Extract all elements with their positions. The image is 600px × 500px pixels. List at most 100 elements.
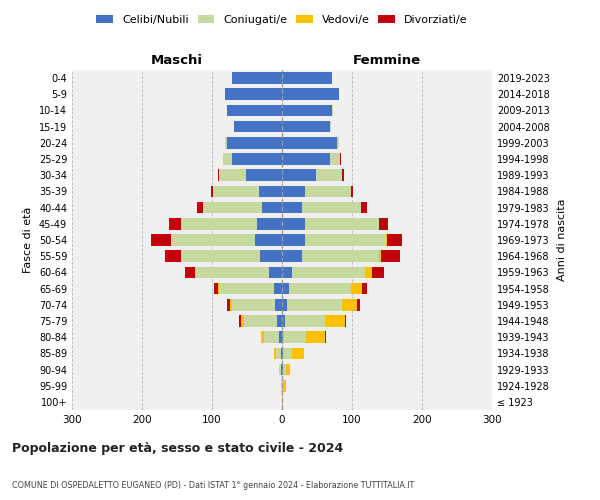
Bar (379, 218, 388, 230)
Bar (195, 266, 196, 278)
Bar (171, 234, 172, 246)
Bar (227, 299, 229, 310)
Bar (203, 202, 262, 213)
Bar (181, 250, 260, 262)
Bar (329, 153, 340, 165)
Bar (282, 202, 302, 213)
Bar (283, 380, 286, 392)
Bar (282, 72, 332, 84)
Y-axis label: Anni di nascita: Anni di nascita (557, 198, 566, 281)
Bar (292, 266, 365, 278)
Bar (279, 364, 281, 376)
Bar (275, 299, 282, 310)
Bar (282, 315, 285, 327)
Bar (302, 202, 361, 213)
Bar (285, 315, 325, 327)
Bar (325, 315, 345, 327)
Bar (218, 282, 219, 294)
Bar (341, 299, 357, 310)
Bar (169, 218, 181, 230)
Bar (292, 348, 304, 359)
Bar (282, 153, 329, 165)
Bar (282, 364, 283, 376)
Bar (219, 282, 274, 294)
Bar (282, 137, 337, 148)
Bar (227, 104, 282, 117)
Bar (282, 88, 340, 100)
Bar (350, 186, 353, 198)
Bar (345, 315, 346, 327)
Bar (382, 250, 400, 262)
Bar (282, 282, 289, 294)
Bar (151, 234, 170, 246)
Bar (379, 250, 382, 262)
Bar (281, 348, 282, 359)
Bar (219, 170, 245, 181)
Bar (325, 332, 326, 343)
Legend: Celibi/Nubili, Coniugati/e, Vedovi/e, Divorziatì/e: Celibi/Nubili, Coniugati/e, Vedovi/e, Di… (92, 10, 472, 29)
Bar (329, 121, 331, 132)
Bar (234, 121, 235, 132)
Bar (371, 266, 384, 278)
Bar (181, 218, 257, 230)
Bar (196, 266, 269, 278)
Bar (282, 186, 305, 198)
Bar (257, 218, 282, 230)
Bar (259, 186, 282, 198)
Bar (305, 218, 379, 230)
Bar (283, 364, 286, 376)
Bar (340, 153, 341, 165)
Bar (289, 282, 350, 294)
Bar (256, 234, 282, 246)
Bar (232, 72, 282, 84)
Bar (386, 234, 387, 246)
Bar (260, 250, 282, 262)
Bar (362, 282, 367, 294)
Bar (218, 170, 219, 181)
Bar (214, 186, 259, 198)
Bar (387, 234, 403, 246)
Bar (224, 137, 227, 148)
Bar (276, 348, 281, 359)
Bar (282, 121, 329, 132)
Bar (306, 332, 325, 343)
Bar (264, 332, 279, 343)
Bar (283, 332, 306, 343)
Bar (229, 299, 232, 310)
Bar (281, 364, 282, 376)
Text: COMUNE DI OSPEDALETTO EUGANEO (PD) - Dati ISTAT 1° gennaio 2024 - Elaborazione T: COMUNE DI OSPEDALETTO EUGANEO (PD) - Dat… (12, 481, 414, 490)
Bar (365, 266, 371, 278)
Bar (282, 104, 332, 117)
Bar (185, 266, 195, 278)
Bar (245, 170, 282, 181)
Bar (282, 380, 283, 392)
Bar (277, 315, 282, 327)
Bar (211, 186, 214, 198)
Bar (316, 170, 342, 181)
Bar (244, 315, 277, 327)
Bar (235, 121, 282, 132)
Bar (239, 315, 241, 327)
Bar (172, 234, 256, 246)
Bar (337, 137, 340, 148)
Text: Femmine: Femmine (353, 54, 421, 67)
Bar (305, 186, 350, 198)
Bar (224, 88, 282, 100)
Bar (262, 202, 282, 213)
Bar (305, 234, 386, 246)
Bar (286, 364, 290, 376)
Bar (281, 380, 282, 392)
Bar (342, 170, 344, 181)
Bar (282, 396, 283, 407)
Bar (214, 282, 218, 294)
Bar (357, 299, 360, 310)
Bar (287, 299, 341, 310)
Bar (232, 153, 282, 165)
Bar (282, 266, 292, 278)
Bar (361, 202, 367, 213)
Bar (279, 332, 282, 343)
Bar (282, 170, 316, 181)
Bar (332, 104, 333, 117)
Bar (274, 282, 282, 294)
Y-axis label: Fasce di età: Fasce di età (23, 207, 33, 273)
